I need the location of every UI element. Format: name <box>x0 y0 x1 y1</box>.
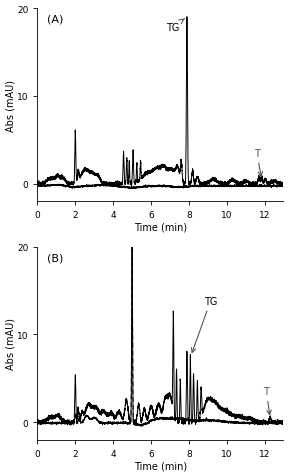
Y-axis label: Abs (mAU): Abs (mAU) <box>5 79 16 131</box>
Text: T: T <box>264 386 271 415</box>
Text: (A): (A) <box>47 15 64 25</box>
Text: T: T <box>254 148 262 177</box>
X-axis label: Time (min): Time (min) <box>134 460 187 470</box>
Text: TG: TG <box>192 296 217 353</box>
X-axis label: Time (min): Time (min) <box>134 222 187 232</box>
Y-axis label: Abs (mAU): Abs (mAU) <box>5 317 16 369</box>
Text: TG: TG <box>166 20 185 33</box>
Text: (B): (B) <box>47 253 64 263</box>
